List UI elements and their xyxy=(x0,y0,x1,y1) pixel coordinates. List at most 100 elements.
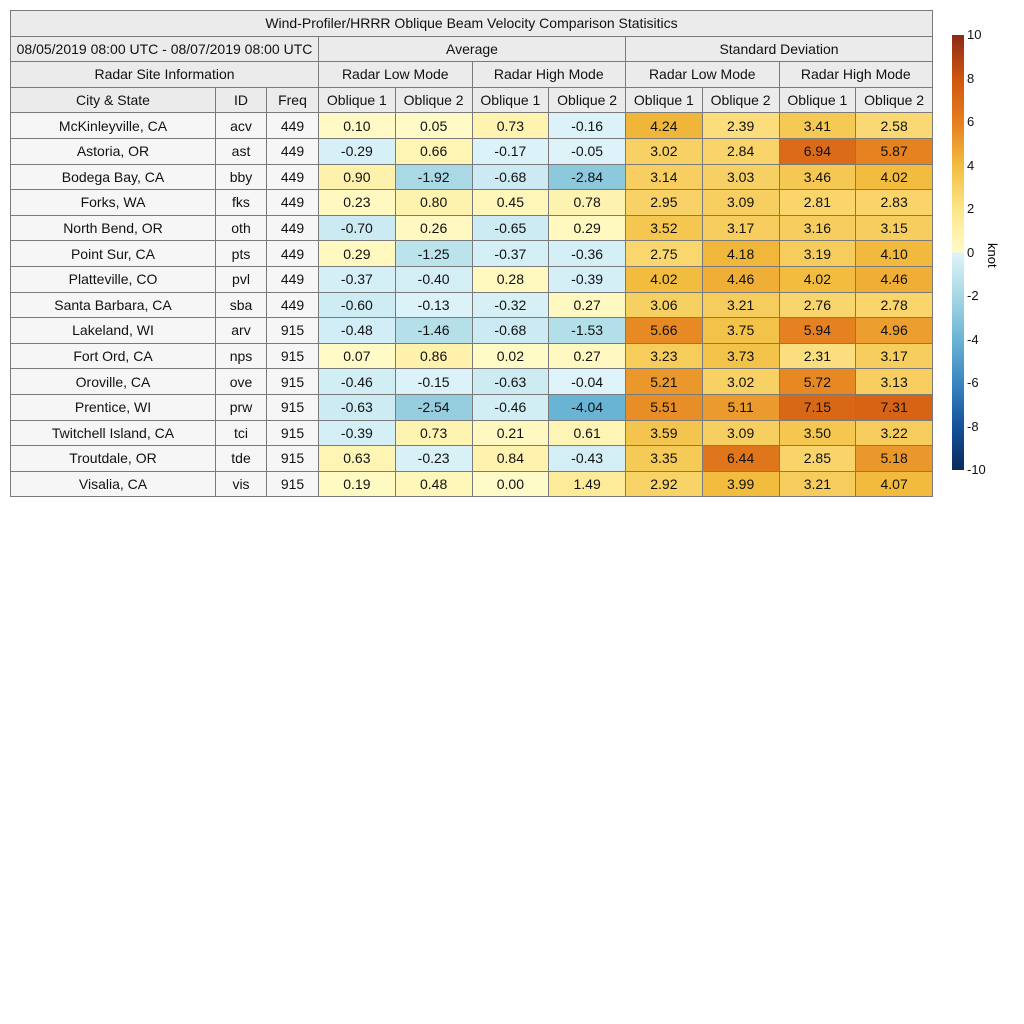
city-cell: Point Sur, CA xyxy=(10,240,216,267)
column-header: Oblique 2 xyxy=(548,86,626,114)
average-cell: -4.04 xyxy=(548,393,626,421)
colorbar-tick-label: 4 xyxy=(967,157,975,173)
table-title: Wind-Profiler/HRRR Oblique Beam Velocity… xyxy=(10,10,933,37)
stddev-cell: 3.75 xyxy=(701,317,780,344)
average-cell: -0.37 xyxy=(471,240,550,267)
stddev-cell: 2.81 xyxy=(778,189,857,216)
average-cell: 0.48 xyxy=(394,470,473,498)
average-cell: -0.37 xyxy=(318,265,396,293)
stddev-cell: 2.95 xyxy=(625,189,703,216)
average-cell: -0.43 xyxy=(548,445,626,472)
average-cell: 0.61 xyxy=(548,419,626,447)
stddev-cell: 3.41 xyxy=(778,112,857,139)
average-cell: 0.07 xyxy=(318,342,396,370)
average-cell: 0.73 xyxy=(471,112,550,139)
id-cell: nps xyxy=(215,342,267,370)
stddev-cell: 5.51 xyxy=(625,393,703,421)
freq-cell: 449 xyxy=(266,189,319,216)
stddev-cell: 3.21 xyxy=(701,291,780,319)
average-cell: -0.32 xyxy=(471,291,550,319)
average-cell: 0.02 xyxy=(471,342,550,370)
average-cell: -2.84 xyxy=(548,163,626,191)
stddev-cell: 3.23 xyxy=(625,342,703,370)
stddev-cell: 4.07 xyxy=(855,470,933,498)
table-row: Prentice, WI prw 915 -0.63 -2.54 -0.46 -4.04 5.… xyxy=(10,393,933,421)
id-cell: acv xyxy=(215,112,267,139)
stddev-cell: 7.31 xyxy=(855,393,933,421)
freq-cell: 449 xyxy=(266,240,319,267)
id-cell: prw xyxy=(215,393,267,421)
freq-cell: 449 xyxy=(266,137,319,165)
id-cell: bby xyxy=(215,163,267,191)
id-cell: vis xyxy=(215,470,267,498)
stddev-cell: 3.99 xyxy=(701,470,780,498)
colorbar-tick-label: 8 xyxy=(967,70,975,86)
stddev-cell: 3.73 xyxy=(701,342,780,370)
stddev-cell: 4.02 xyxy=(778,265,857,293)
stddev-cell: 4.10 xyxy=(855,240,933,267)
stddev-cell: 3.50 xyxy=(778,419,857,447)
average-cell: -0.17 xyxy=(471,137,550,165)
average-cell: -1.25 xyxy=(394,240,473,267)
city-cell: Visalia, CA xyxy=(10,470,216,498)
average-cell: 0.29 xyxy=(548,214,626,242)
freq-cell: 449 xyxy=(266,214,319,242)
average-cell: -0.13 xyxy=(394,291,473,319)
average-cell: -0.46 xyxy=(471,393,550,421)
average-cell: -1.53 xyxy=(548,317,626,344)
id-cell: fks xyxy=(215,189,267,216)
average-cell: -0.39 xyxy=(318,419,396,447)
average-cell: 1.49 xyxy=(548,470,626,498)
colorbar-tick-label: -8 xyxy=(967,418,979,434)
stddev-cell: 5.21 xyxy=(625,368,703,395)
stddev-cell: 3.19 xyxy=(778,240,857,267)
stddev-cell: 2.85 xyxy=(778,445,857,472)
stddev-cell: 3.02 xyxy=(701,368,780,395)
colorbar-tick-label: -4 xyxy=(967,331,979,347)
city-cell: Platteville, CO xyxy=(10,265,216,293)
stddev-cell: 3.17 xyxy=(855,342,933,370)
colorbar-tick-label: -6 xyxy=(967,375,979,390)
average-cell: -0.40 xyxy=(394,265,473,293)
stddev-cell: 5.72 xyxy=(778,368,857,395)
stddev-cell: 3.21 xyxy=(778,470,857,498)
freq-cell: 915 xyxy=(266,470,319,498)
city-cell: Prentice, WI xyxy=(10,393,216,421)
comparison-table: Wind-Profiler/HRRR Oblique Beam Velocity… xyxy=(10,10,933,498)
mode-header: Radar Low Mode xyxy=(625,61,780,88)
table-row: Troutdale, OR tde 915 0.63 -0.23 0.84 -0.43 3.3… xyxy=(10,445,933,472)
stddev-cell: 3.13 xyxy=(855,368,933,395)
table-row: Lakeland, WI arv 915 -0.48 -1.46 -0.68 -1.53 5.… xyxy=(10,317,933,344)
colorbar-tick-label: 0 xyxy=(967,244,975,260)
column-header: Oblique 2 xyxy=(855,86,933,114)
table-row: Bodega Bay, CA bby 449 0.90 -1.92 -0.68 -2.84 3… xyxy=(10,163,933,191)
stddev-cell: 3.52 xyxy=(625,214,703,242)
stddev-cell: 7.15 xyxy=(778,393,857,421)
average-cell: -0.65 xyxy=(471,214,550,242)
average-cell: 0.90 xyxy=(318,163,396,191)
column-header: Oblique 2 xyxy=(701,86,780,114)
freq-cell: 449 xyxy=(266,163,319,191)
stddev-cell: 3.06 xyxy=(625,291,703,319)
stddev-cell: 2.83 xyxy=(855,189,933,216)
stddev-cell: 6.94 xyxy=(778,137,857,165)
freq-cell: 915 xyxy=(266,342,319,370)
stddev-cell: 3.02 xyxy=(625,137,703,165)
id-cell: ast xyxy=(215,137,267,165)
stddev-cell: 3.14 xyxy=(625,163,703,191)
average-cell: 0.23 xyxy=(318,189,396,216)
mode-header: Radar High Mode xyxy=(471,61,626,88)
average-cell: -1.46 xyxy=(394,317,473,344)
freq-cell: 915 xyxy=(266,317,319,344)
city-cell: North Bend, OR xyxy=(10,214,216,242)
average-cell: 0.73 xyxy=(394,419,473,447)
city-cell: Santa Barbara, CA xyxy=(10,291,216,319)
id-cell: tde xyxy=(215,445,267,472)
id-cell: ove xyxy=(215,368,267,395)
average-cell: 0.63 xyxy=(318,445,396,472)
period-label: 08/05/2019 08:00 UTC - 08/07/2019 08:00 … xyxy=(10,35,319,63)
city-cell: Twitchell Island, CA xyxy=(10,419,216,447)
freq-cell: 915 xyxy=(266,419,319,447)
stddev-cell: 2.78 xyxy=(855,291,933,319)
site-info-header: Radar Site Information xyxy=(10,61,319,88)
